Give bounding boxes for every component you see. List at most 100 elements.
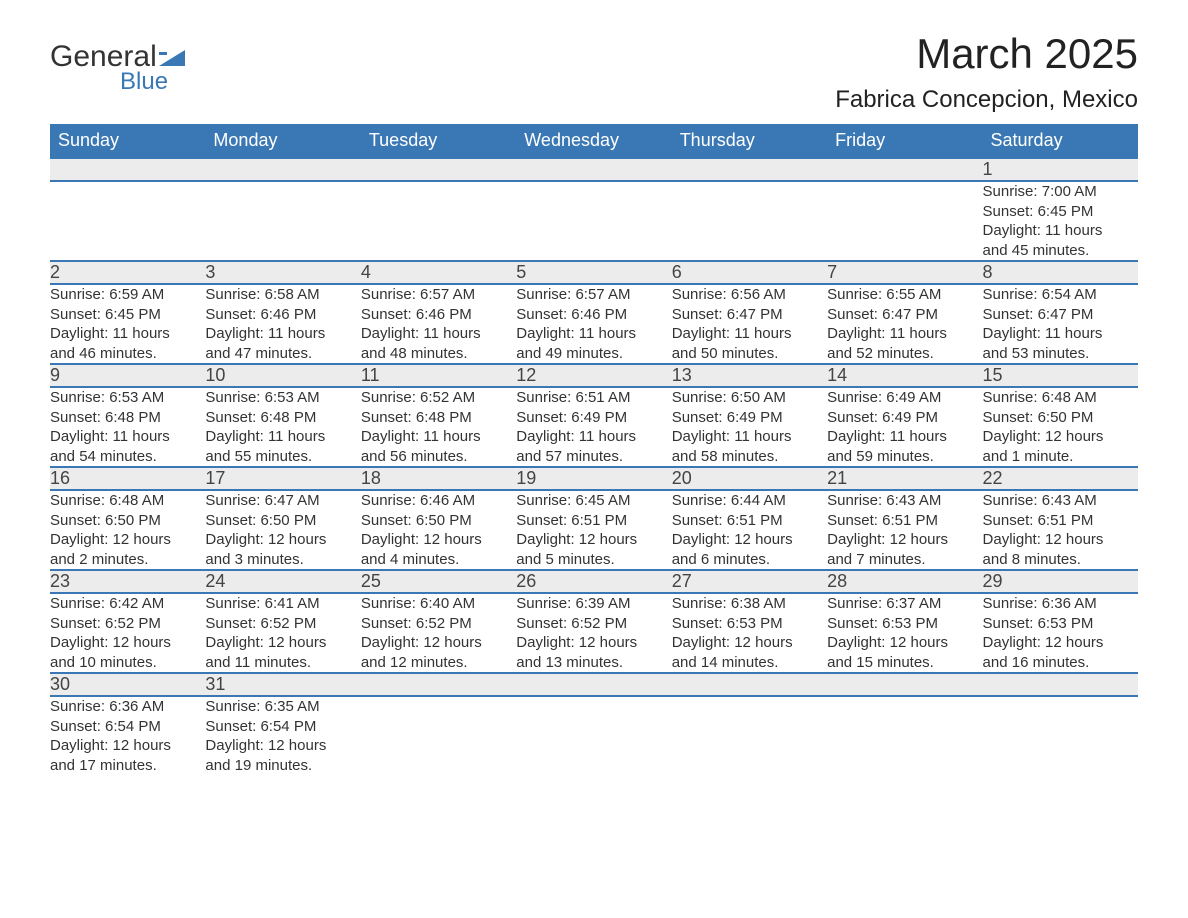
day-line-dl1: Daylight: 12 hours [205,633,360,653]
day-number-cell: 10 [205,364,360,387]
day-line-dl2: and 47 minutes. [205,344,360,364]
day-number-cell: 11 [361,364,516,387]
day-line-sr: Sunrise: 6:57 AM [516,285,671,305]
day-line-dl2: and 45 minutes. [983,241,1138,261]
day-detail-cell: Sunrise: 6:41 AMSunset: 6:52 PMDaylight:… [205,593,360,673]
day-number-cell: 9 [50,364,205,387]
day-line-dl1: Daylight: 12 hours [827,530,982,550]
day-number-cell: 20 [672,467,827,490]
daynum-row: 16171819202122 [50,467,1138,490]
day-detail-cell: Sunrise: 6:39 AMSunset: 6:52 PMDaylight:… [516,593,671,673]
day-detail-cell [672,696,827,775]
day-line-dl2: and 53 minutes. [983,344,1138,364]
day-line-dl2: and 14 minutes. [672,653,827,673]
day-number-cell: 22 [983,467,1138,490]
day-line-sr: Sunrise: 6:38 AM [672,594,827,614]
day-detail-cell [516,181,671,261]
day-number-cell: 25 [361,570,516,593]
day-line-dl2: and 54 minutes. [50,447,205,467]
day-number-cell: 3 [205,261,360,284]
month-title: March 2025 [835,30,1138,78]
day-detail-cell [205,181,360,261]
day-line-dl1: Daylight: 12 hours [983,427,1138,447]
day-line-sr: Sunrise: 6:59 AM [50,285,205,305]
day-number-cell: 13 [672,364,827,387]
day-detail-cell: Sunrise: 6:57 AMSunset: 6:46 PMDaylight:… [516,284,671,364]
day-line-ss: Sunset: 6:45 PM [983,202,1138,222]
day-line-sr: Sunrise: 6:50 AM [672,388,827,408]
day-line-dl1: Daylight: 11 hours [983,221,1138,241]
day-line-sr: Sunrise: 6:41 AM [205,594,360,614]
weekday-header: Monday [205,124,360,158]
day-line-ss: Sunset: 6:51 PM [983,511,1138,531]
day-detail-cell [516,696,671,775]
day-number-cell [516,158,671,181]
day-detail-cell: Sunrise: 6:37 AMSunset: 6:53 PMDaylight:… [827,593,982,673]
day-line-ss: Sunset: 6:46 PM [361,305,516,325]
day-line-ss: Sunset: 6:52 PM [50,614,205,634]
day-line-dl2: and 57 minutes. [516,447,671,467]
detail-row: Sunrise: 6:53 AMSunset: 6:48 PMDaylight:… [50,387,1138,467]
day-line-dl2: and 17 minutes. [50,756,205,776]
day-line-dl1: Daylight: 12 hours [983,633,1138,653]
day-line-sr: Sunrise: 6:35 AM [205,697,360,717]
day-line-ss: Sunset: 6:52 PM [361,614,516,634]
day-number-cell: 31 [205,673,360,696]
detail-row: Sunrise: 6:59 AMSunset: 6:45 PMDaylight:… [50,284,1138,364]
day-line-dl2: and 1 minute. [983,447,1138,467]
day-detail-cell: Sunrise: 6:40 AMSunset: 6:52 PMDaylight:… [361,593,516,673]
day-detail-cell [827,696,982,775]
daynum-row: 23242526272829 [50,570,1138,593]
day-line-dl2: and 48 minutes. [361,344,516,364]
day-detail-cell: Sunrise: 6:54 AMSunset: 6:47 PMDaylight:… [983,284,1138,364]
day-number-cell [516,673,671,696]
day-line-ss: Sunset: 6:50 PM [983,408,1138,428]
day-detail-cell: Sunrise: 6:44 AMSunset: 6:51 PMDaylight:… [672,490,827,570]
day-number-cell [827,673,982,696]
day-number-cell: 1 [983,158,1138,181]
day-number-cell: 16 [50,467,205,490]
day-line-sr: Sunrise: 6:40 AM [361,594,516,614]
day-line-dl1: Daylight: 12 hours [361,530,516,550]
day-number-cell: 21 [827,467,982,490]
day-number-cell: 17 [205,467,360,490]
day-line-dl1: Daylight: 11 hours [827,324,982,344]
day-line-sr: Sunrise: 6:57 AM [361,285,516,305]
header: General Blue March 2025 Fabrica Concepci… [50,30,1138,114]
day-line-sr: Sunrise: 6:42 AM [50,594,205,614]
day-detail-cell: Sunrise: 6:46 AMSunset: 6:50 PMDaylight:… [361,490,516,570]
day-line-dl2: and 19 minutes. [205,756,360,776]
day-detail-cell: Sunrise: 6:43 AMSunset: 6:51 PMDaylight:… [827,490,982,570]
logo-text-blue: Blue [120,68,185,96]
day-detail-cell: Sunrise: 6:38 AMSunset: 6:53 PMDaylight:… [672,593,827,673]
logo: General Blue [50,40,185,96]
day-line-sr: Sunrise: 6:58 AM [205,285,360,305]
day-number-cell: 8 [983,261,1138,284]
day-line-ss: Sunset: 6:50 PM [50,511,205,531]
day-line-ss: Sunset: 6:54 PM [50,717,205,737]
day-number-cell [672,158,827,181]
day-line-dl1: Daylight: 11 hours [672,427,827,447]
detail-row: Sunrise: 6:36 AMSunset: 6:54 PMDaylight:… [50,696,1138,775]
day-line-dl2: and 5 minutes. [516,550,671,570]
day-number-cell: 15 [983,364,1138,387]
day-detail-cell: Sunrise: 6:36 AMSunset: 6:54 PMDaylight:… [50,696,205,775]
day-number-cell [361,158,516,181]
detail-row: Sunrise: 7:00 AMSunset: 6:45 PMDaylight:… [50,181,1138,261]
day-line-dl1: Daylight: 11 hours [361,324,516,344]
day-line-dl2: and 50 minutes. [672,344,827,364]
day-detail-cell [50,181,205,261]
day-line-dl1: Daylight: 12 hours [205,530,360,550]
day-line-sr: Sunrise: 6:46 AM [361,491,516,511]
day-detail-cell [672,181,827,261]
day-number-cell: 2 [50,261,205,284]
day-line-sr: Sunrise: 6:36 AM [983,594,1138,614]
day-number-cell: 26 [516,570,671,593]
day-line-dl1: Daylight: 12 hours [983,530,1138,550]
day-detail-cell: Sunrise: 6:52 AMSunset: 6:48 PMDaylight:… [361,387,516,467]
day-line-dl1: Daylight: 12 hours [50,736,205,756]
day-line-sr: Sunrise: 6:48 AM [983,388,1138,408]
day-line-dl1: Daylight: 12 hours [672,633,827,653]
day-detail-cell: Sunrise: 6:57 AMSunset: 6:46 PMDaylight:… [361,284,516,364]
day-detail-cell: Sunrise: 6:45 AMSunset: 6:51 PMDaylight:… [516,490,671,570]
